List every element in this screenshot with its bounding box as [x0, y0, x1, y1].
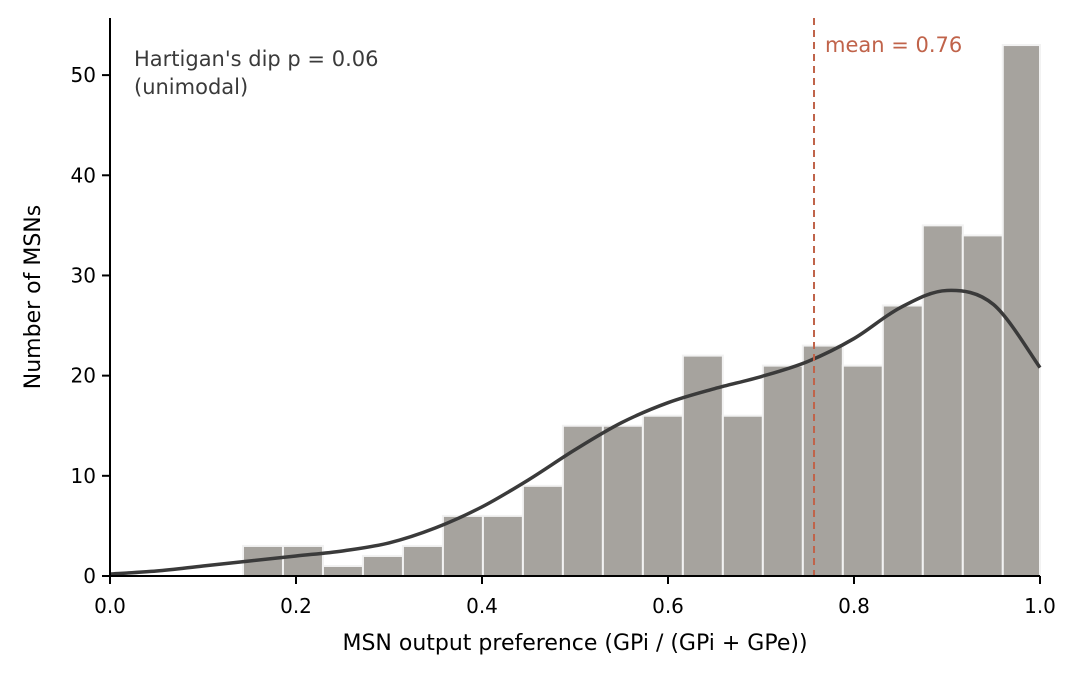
dip-test-annotation: Hartigan's dip p = 0.06 (unimodal)	[134, 47, 378, 99]
histogram-bar	[921, 224, 964, 577]
y-axis-title: Number of MSNs	[21, 205, 46, 389]
mean-label: mean = 0.76	[825, 33, 962, 57]
y-tick-label: 0	[83, 564, 96, 588]
histogram-bar	[961, 234, 1004, 577]
x-tick-label: 1.0	[1024, 594, 1056, 618]
x-tick-label: 0.2	[280, 594, 312, 618]
y-tick-label: 30	[71, 263, 96, 287]
histogram-bars	[241, 44, 1041, 578]
x-tick-label: 0.4	[466, 594, 498, 618]
modality-line: (unimodal)	[134, 75, 248, 99]
histogram-bar	[281, 544, 324, 578]
x-axis-ticks: 0.0 0.2 0.4 0.6 0.8 1.0	[94, 576, 1056, 618]
density-curve	[109, 288, 1042, 576]
histogram-bar	[841, 364, 884, 577]
y-tick-label: 40	[71, 163, 96, 187]
histogram-bar	[761, 364, 804, 577]
histogram-bar	[721, 414, 764, 577]
histogram-bar	[401, 544, 444, 578]
y-tick-label: 50	[71, 63, 96, 87]
histogram-bar	[481, 514, 524, 577]
histogram-bar	[361, 554, 404, 578]
histogram-bar	[601, 424, 644, 578]
histogram-bar	[801, 344, 844, 577]
histogram-bar	[1001, 44, 1041, 578]
y-axis-ticks: 0 10 20 30 40 50	[71, 63, 110, 588]
x-axis-title: MSN output preference (GPi / (GPi + GPe)…	[342, 631, 807, 656]
x-tick-label: 0.8	[838, 594, 870, 618]
y-tick-label: 10	[71, 464, 96, 488]
x-tick-label: 0.6	[652, 594, 684, 618]
y-tick-label: 20	[71, 364, 96, 388]
histogram-bar	[521, 484, 564, 577]
histogram-bar	[321, 564, 364, 578]
histogram-bar	[641, 414, 684, 577]
dip-test-line: Hartigan's dip p = 0.06	[134, 47, 378, 71]
x-tick-label: 0.0	[94, 594, 126, 618]
histogram-bar	[881, 304, 924, 577]
histogram-bar	[561, 424, 604, 578]
histogram-bar	[441, 514, 484, 577]
